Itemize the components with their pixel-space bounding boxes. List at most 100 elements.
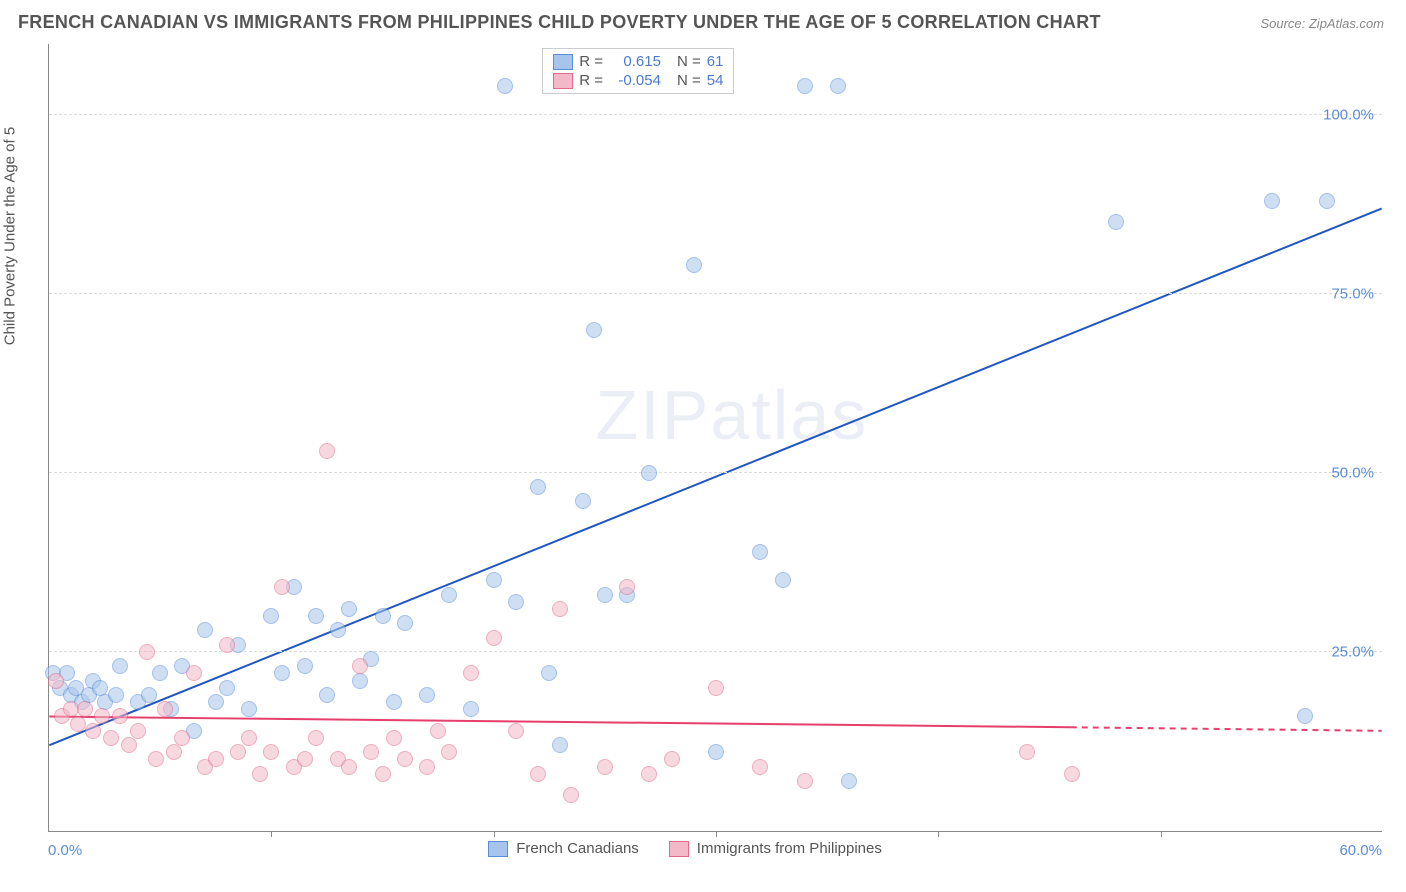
- source-attribution: Source: ZipAtlas.com: [1260, 16, 1384, 31]
- data-point: [319, 687, 335, 703]
- data-point: [308, 608, 324, 624]
- data-point: [157, 701, 173, 717]
- series-name: Immigrants from Philippines: [697, 840, 882, 857]
- data-point: [530, 479, 546, 495]
- watermark: ZIPatlas: [596, 375, 869, 455]
- data-point: [375, 766, 391, 782]
- data-point: [166, 744, 182, 760]
- legend-swatch: [488, 841, 508, 857]
- data-point: [1019, 744, 1035, 760]
- data-point: [274, 579, 290, 595]
- data-point: [1297, 708, 1313, 724]
- data-point: [575, 493, 591, 509]
- data-point: [797, 78, 813, 94]
- data-point: [686, 257, 702, 273]
- data-point: [297, 658, 313, 674]
- data-point: [112, 658, 128, 674]
- correlation-legend: R = 0.615N = 61R = -0.054N = 54: [542, 48, 734, 94]
- data-point: [152, 665, 168, 681]
- data-point: [1064, 766, 1080, 782]
- n-label: N =: [677, 53, 701, 70]
- data-point: [641, 766, 657, 782]
- data-point: [797, 773, 813, 789]
- data-point: [419, 687, 435, 703]
- data-point: [241, 730, 257, 746]
- correlation-legend-row: R = 0.615N = 61: [553, 53, 723, 70]
- data-point: [441, 587, 457, 603]
- data-point: [841, 773, 857, 789]
- data-point: [375, 608, 391, 624]
- data-point: [112, 708, 128, 724]
- data-point: [103, 730, 119, 746]
- x-tick: [1161, 831, 1162, 837]
- data-point: [1108, 214, 1124, 230]
- x-tick: [271, 831, 272, 837]
- data-point: [552, 601, 568, 617]
- data-point: [508, 594, 524, 610]
- data-point: [186, 665, 202, 681]
- data-point: [208, 751, 224, 767]
- n-value: 54: [707, 72, 724, 89]
- data-point: [397, 751, 413, 767]
- data-point: [274, 665, 290, 681]
- gridline-h: [49, 472, 1382, 473]
- data-point: [386, 694, 402, 710]
- r-label: R =: [579, 72, 603, 89]
- data-point: [775, 572, 791, 588]
- y-axis-label: Child Poverty Under the Age of 5: [2, 127, 19, 345]
- data-point: [752, 544, 768, 560]
- data-point: [130, 723, 146, 739]
- data-point: [597, 587, 613, 603]
- data-point: [219, 637, 235, 653]
- n-value: 61: [707, 53, 724, 70]
- data-point: [619, 579, 635, 595]
- chart-title: FRENCH CANADIAN VS IMMIGRANTS FROM PHILI…: [18, 12, 1101, 33]
- regression-line: [49, 717, 1070, 728]
- gridline-h: [49, 114, 1382, 115]
- series-legend-item: French Canadians: [488, 840, 639, 857]
- data-point: [586, 322, 602, 338]
- data-point: [252, 766, 268, 782]
- x-tick: [494, 831, 495, 837]
- n-label: N =: [677, 72, 701, 89]
- series-legend-item: Immigrants from Philippines: [669, 840, 882, 857]
- x-tick: [716, 831, 717, 837]
- data-point: [85, 723, 101, 739]
- regression-line: [49, 209, 1381, 746]
- data-point: [94, 708, 110, 724]
- data-point: [497, 78, 513, 94]
- data-point: [641, 465, 657, 481]
- data-point: [308, 730, 324, 746]
- x-tick: [938, 831, 939, 837]
- data-point: [297, 751, 313, 767]
- data-point: [508, 723, 524, 739]
- data-point: [219, 680, 235, 696]
- data-point: [430, 723, 446, 739]
- data-point: [121, 737, 137, 753]
- data-point: [397, 615, 413, 631]
- data-point: [148, 751, 164, 767]
- x-tick-label: 60.0%: [1339, 842, 1382, 859]
- scatter-plot-area: ZIPatlas R = 0.615N = 61R = -0.054N = 54…: [48, 44, 1382, 832]
- data-point: [108, 687, 124, 703]
- data-point: [263, 744, 279, 760]
- data-point: [708, 680, 724, 696]
- y-tick-label: 50.0%: [1331, 464, 1374, 481]
- data-point: [463, 665, 479, 681]
- data-point: [563, 787, 579, 803]
- r-value: -0.054: [609, 72, 661, 89]
- data-point: [330, 622, 346, 638]
- y-tick-label: 25.0%: [1331, 643, 1374, 660]
- data-point: [263, 608, 279, 624]
- correlation-legend-row: R = -0.054 N = 54: [553, 72, 723, 89]
- data-point: [597, 759, 613, 775]
- data-point: [208, 694, 224, 710]
- data-point: [197, 622, 213, 638]
- data-point: [708, 744, 724, 760]
- data-point: [1319, 193, 1335, 209]
- data-point: [341, 759, 357, 775]
- y-tick-label: 75.0%: [1331, 285, 1374, 302]
- r-label: R =: [579, 53, 603, 70]
- data-point: [174, 730, 190, 746]
- gridline-h: [49, 293, 1382, 294]
